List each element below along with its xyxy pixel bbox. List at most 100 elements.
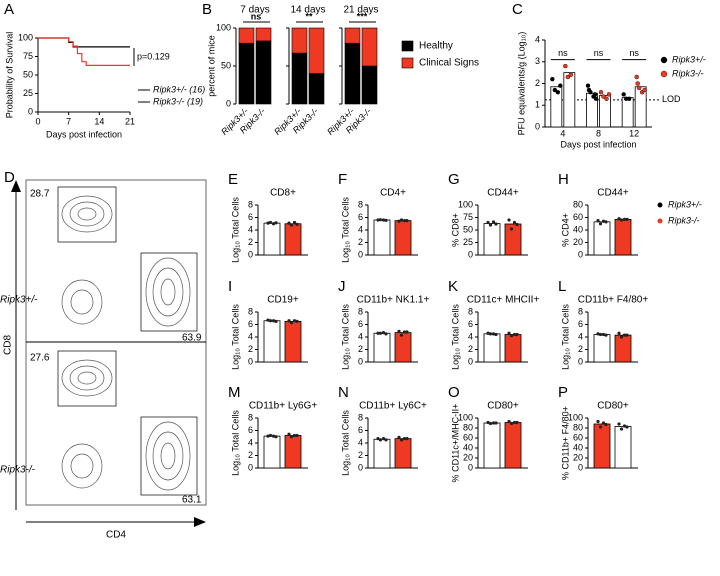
data-point: [274, 319, 278, 323]
panel-letter: D: [4, 169, 15, 186]
data-point: [271, 319, 276, 323]
y-tick-label: 100: [216, 22, 231, 32]
data-point: [622, 424, 627, 428]
data-point: [295, 222, 299, 226]
y-tick-label: 0: [358, 462, 363, 472]
data-point: [378, 438, 383, 442]
bar: [373, 332, 391, 363]
y-tick-label: 40: [573, 224, 583, 234]
x-arrowhead: [194, 517, 206, 527]
y-tick-label: 8: [468, 306, 473, 316]
gate: [140, 252, 198, 332]
panel-title: CD80+: [487, 401, 519, 412]
y-tick-label: 60: [573, 432, 583, 442]
data-point: [507, 331, 511, 335]
data-point: [268, 319, 273, 323]
bar: [263, 222, 281, 256]
legend-label: Ripk3+/-: [672, 54, 706, 64]
data-point: [550, 76, 555, 82]
panel-title: CD44+: [597, 188, 629, 199]
y-tick-label: 0: [248, 462, 253, 472]
data-point: [384, 332, 388, 336]
panel-letter: M: [228, 384, 241, 401]
legend-swatch: [401, 40, 414, 52]
data-point: [287, 432, 291, 436]
data-point: [268, 220, 273, 225]
contour: [69, 201, 105, 227]
row-label: Ripk3-/-: [0, 465, 36, 476]
legend-marker: [657, 218, 663, 224]
y-tick-label: 4: [358, 437, 363, 447]
contour: [152, 267, 184, 317]
y-tick-label: 8: [358, 199, 363, 209]
data-point: [622, 217, 627, 221]
data-point: [636, 85, 642, 91]
contour: [61, 443, 103, 489]
data-point: [405, 219, 409, 223]
subplot-title: 21 days: [343, 5, 378, 16]
data-point: [274, 221, 278, 225]
y-tick-label: 0: [468, 462, 473, 472]
contour: [160, 278, 176, 306]
data-point: [593, 96, 599, 101]
data-point: [598, 89, 604, 95]
data-point: [601, 94, 606, 99]
y-tick-label: 3: [535, 56, 540, 66]
data-point: [622, 333, 627, 337]
data-point: [274, 435, 278, 439]
data-point: [266, 434, 270, 438]
bar: [394, 438, 412, 469]
y-axis-label: % CD8+: [450, 213, 460, 247]
y-tick-label: 0: [358, 356, 363, 366]
contour: [160, 442, 176, 470]
legend-label: Clinical Signs: [419, 58, 479, 69]
panel-letter: G: [448, 171, 460, 188]
panel-title: CD4+: [380, 188, 406, 199]
data-point: [509, 334, 514, 338]
y-tick-label: 100: [458, 412, 473, 422]
bar-segment: [291, 27, 308, 54]
data-point: [512, 332, 517, 337]
flow-contours-top: [57, 186, 198, 332]
bar-segment: [308, 27, 325, 74]
y-tick-label: 4: [468, 331, 473, 341]
data-point: [381, 437, 386, 441]
data-point: [621, 92, 626, 97]
y-tick-label: 0: [578, 462, 583, 472]
data-point: [601, 421, 606, 425]
bar-segment: [361, 27, 378, 67]
y-arrowhead: [11, 180, 21, 192]
contour: [70, 289, 94, 315]
legend-label: Ripk3+/-: [668, 199, 702, 209]
y-axis-label: Log₁₀ Total Cells: [450, 304, 460, 370]
y-tick-label: 2: [358, 237, 363, 247]
data-point: [397, 219, 401, 223]
gate-value: 63.1: [182, 495, 202, 506]
data-point: [555, 89, 561, 95]
y-tick-label: 6: [358, 319, 363, 329]
data-point: [494, 421, 498, 425]
data-point: [486, 331, 490, 335]
data-point: [491, 332, 496, 336]
panel-letter: A: [4, 1, 14, 18]
data-point: [596, 419, 600, 424]
contour: [145, 421, 191, 491]
contour: [61, 279, 103, 325]
y-tick-label: 20: [463, 452, 473, 462]
data-point: [619, 427, 624, 431]
data-point: [402, 330, 407, 334]
y-tick-label: 4: [535, 34, 540, 44]
x-axis-label: Days post infection: [560, 139, 636, 149]
y-tick-label: 75: [23, 51, 33, 61]
panel-title: CD11c+ MHCII+: [467, 295, 540, 306]
bar: [284, 320, 302, 363]
y-tick-label: 4: [358, 224, 363, 234]
data-point: [378, 331, 383, 335]
flow-contours-bottom: [57, 350, 198, 496]
data-point: [271, 434, 276, 438]
contour: [61, 359, 113, 397]
y-axis-label: Log₁₀ Total Cells: [560, 304, 570, 370]
contour: [77, 371, 97, 385]
legend-swatch: [401, 57, 414, 69]
bar-segment: [361, 65, 378, 105]
